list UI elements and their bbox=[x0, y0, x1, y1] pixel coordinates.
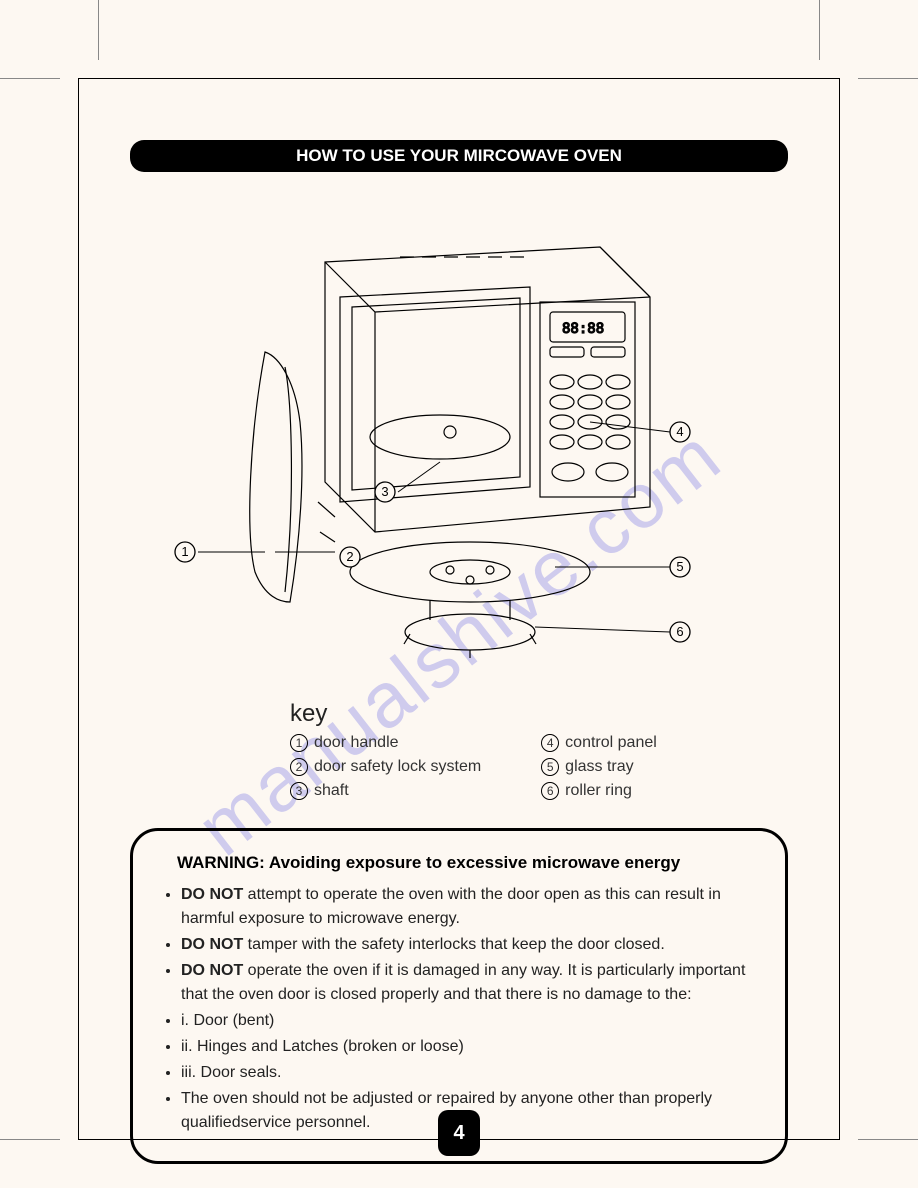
key-item: 6 roller ring bbox=[541, 782, 657, 800]
warning-roman-item: ii. Hinges and Latches (broken or loose) bbox=[181, 1035, 755, 1059]
page-content: HOW TO USE YOUR MIRCOWAVE OVEN bbox=[130, 120, 788, 1164]
key-item-number: 3 bbox=[290, 782, 308, 800]
svg-text:2: 2 bbox=[346, 549, 353, 564]
key-item-label: control panel bbox=[565, 734, 657, 752]
svg-text:5: 5 bbox=[676, 559, 683, 574]
key-item: 4 control panel bbox=[541, 734, 657, 752]
key-item-number: 6 bbox=[541, 782, 559, 800]
microwave-illustration: 88:88 bbox=[130, 202, 740, 692]
warning-bullet: DO NOT tamper with the safety interlocks… bbox=[181, 933, 755, 957]
warning-bullets: DO NOT attempt to operate the oven with … bbox=[181, 883, 755, 1007]
svg-text:3: 3 bbox=[381, 484, 388, 499]
warning-roman-item: iii. Door seals. bbox=[181, 1061, 755, 1085]
svg-text:4: 4 bbox=[676, 424, 683, 439]
page-number: 4 bbox=[438, 1110, 480, 1156]
warning-heading: WARNING: Avoiding exposure to excessive … bbox=[177, 853, 755, 873]
key-item: 2 door safety lock system bbox=[290, 758, 481, 776]
key-item: 3 shaft bbox=[290, 782, 481, 800]
svg-text:6: 6 bbox=[676, 624, 683, 639]
key-item-number: 2 bbox=[290, 758, 308, 776]
key-item-label: roller ring bbox=[565, 782, 632, 800]
key-column-left: 1 door handle 2 door safety lock system 3 sha… bbox=[290, 734, 481, 800]
warning-bullet: DO NOT operate the oven if it is damaged… bbox=[181, 959, 755, 1007]
key-item-number: 1 bbox=[290, 734, 308, 752]
key-item: 1 door handle bbox=[290, 734, 481, 752]
warning-roman-item: i. Door (bent) bbox=[181, 1009, 755, 1033]
key-column-right: 4 control panel 5 glass tray 6 roller ring bbox=[541, 734, 657, 800]
warning-body: DO NOT attempt to operate the oven with … bbox=[163, 883, 755, 1135]
section-title: HOW TO USE YOUR MIRCOWAVE OVEN bbox=[130, 140, 788, 172]
key-item-number: 4 bbox=[541, 734, 559, 752]
microwave-diagram: 88:88 bbox=[130, 202, 788, 692]
key-item-number: 5 bbox=[541, 758, 559, 776]
key-section: key 1 door handle 2 door safety lock system… bbox=[290, 700, 788, 800]
key-item: 5 glass tray bbox=[541, 758, 657, 776]
key-item-label: door handle bbox=[314, 734, 399, 752]
svg-text:1: 1 bbox=[181, 544, 188, 559]
key-item-label: shaft bbox=[314, 782, 349, 800]
key-item-label: glass tray bbox=[565, 758, 633, 776]
warning-bullet: DO NOT attempt to operate the oven with … bbox=[181, 883, 755, 931]
key-title: key bbox=[290, 700, 788, 728]
svg-text:88:88: 88:88 bbox=[562, 321, 604, 337]
key-item-label: door safety lock system bbox=[314, 758, 481, 776]
warning-roman-list: i. Door (bent)ii. Hinges and Latches (br… bbox=[181, 1009, 755, 1085]
warning-heading-rest: Avoiding exposure to excessive microwave… bbox=[269, 853, 680, 872]
warning-bold: WARNING: bbox=[177, 853, 265, 872]
